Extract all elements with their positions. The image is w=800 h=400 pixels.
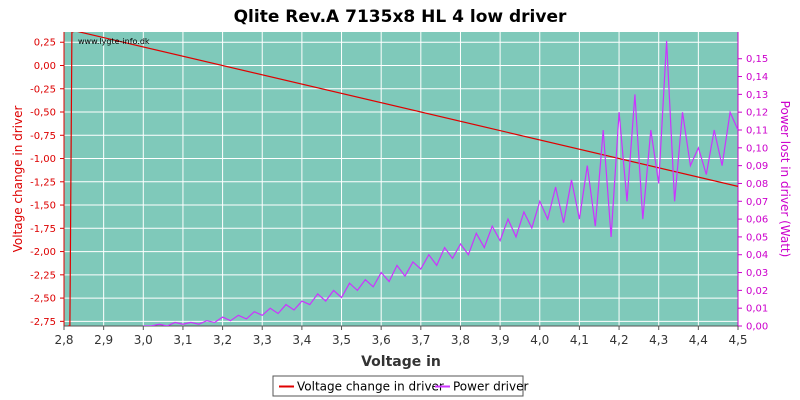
y-right-tick-label: 0,06 — [746, 215, 768, 226]
legend-label-power: Power driver — [453, 380, 528, 394]
y-left-tick-label: -1,00 — [30, 154, 56, 165]
series-power-driver-line — [143, 40, 738, 326]
y-right-tick-label: 0,09 — [746, 161, 768, 172]
y-axis-right-label: Power lost in driver (Watt) — [778, 101, 792, 258]
x-tick-label: 3,0 — [134, 333, 153, 347]
y-right-tick-label: 0,11 — [746, 126, 768, 137]
plot-area — [64, 32, 738, 326]
x-tick-label: 4,2 — [610, 333, 629, 347]
y-left-tick-label: -2,50 — [30, 294, 56, 305]
x-tick-label: 3,9 — [491, 333, 510, 347]
y-right-tick-label: 0,13 — [746, 90, 768, 101]
x-tick-label: 3,7 — [411, 333, 430, 347]
y-right-tick-label: 0,04 — [746, 250, 768, 261]
x-tick-label: 3,3 — [253, 333, 272, 347]
x-tick-label: 2,8 — [54, 333, 73, 347]
y-right-tick-label: 0,02 — [746, 286, 768, 297]
y-axis-left-label: Voltage change in driver — [11, 106, 25, 253]
x-tick-label: 4,1 — [570, 333, 589, 347]
y-right-tick-label: 0,07 — [746, 197, 768, 208]
y-left-tick-label: -2,25 — [30, 270, 56, 281]
y-right-tick-label: 0,08 — [746, 179, 768, 190]
chart-title: Qlite Rev.A 7135x8 HL 4 low driver — [234, 7, 567, 27]
x-tick-label: 3,6 — [372, 333, 391, 347]
right-axis-ticks: 0,00 0,01 0,02 0,03 0,04 0,05 0,06 0,07 0,08 0,09… — [737, 32, 768, 333]
left-axis-ticks: 0,25 0,00 -0,25 -0,50 -0,75 -1,00 -1,25 -1,50 -1… — [30, 32, 65, 328]
legend-box — [272, 375, 524, 397]
y-left-tick-label: -0,50 — [30, 108, 56, 119]
y-right-tick-label: 0,10 — [746, 143, 768, 154]
y-right-tick-label: 0,05 — [746, 232, 768, 243]
x-tick-label: 4,3 — [649, 333, 668, 347]
x-tick-label: 3,1 — [173, 333, 192, 347]
y-right-tick-label: 0,15 — [746, 54, 768, 65]
series-layer — [68, 32, 738, 326]
series-voltage-change-line — [68, 32, 738, 326]
x-tick-label: 4,0 — [530, 333, 549, 347]
legend: Voltage change in driver Power driver — [272, 375, 528, 397]
y-right-tick-label: 0,14 — [746, 72, 768, 83]
legend-label-voltage: Voltage change in driver — [297, 380, 444, 394]
x-axis-label: Voltage in — [361, 354, 441, 370]
y-left-tick-label: -1,50 — [30, 201, 56, 212]
x-tick-label: 3,8 — [451, 333, 470, 347]
watermark: www.lygte-info.dk — [78, 37, 150, 46]
y-right-tick-label: 0,03 — [746, 268, 768, 279]
y-left-tick-label: -2,00 — [30, 247, 56, 258]
x-tick-label: 2,9 — [94, 333, 113, 347]
y-right-tick-label: 0,00 — [746, 322, 768, 333]
y-right-tick-label: 0,01 — [746, 304, 768, 315]
x-tick-label: 4,5 — [728, 333, 747, 347]
y-left-tick-label: -0,75 — [30, 131, 56, 142]
x-tick-label: 3,2 — [213, 333, 232, 347]
x-axis-ticks: 2,8 2,9 3,0 3,1 3,2 3,3 3,4 3,5 3,6 3,7 3,8 3,9 4,0 4… — [54, 325, 748, 347]
y-left-tick-label: -0,25 — [30, 84, 56, 95]
grid — [63, 32, 739, 326]
y-left-tick-label: -2,75 — [30, 317, 56, 328]
x-tick-label: 4,4 — [689, 333, 708, 347]
y-left-tick-label: 0,00 — [34, 61, 56, 72]
y-right-tick-label: 0,12 — [746, 108, 768, 119]
x-tick-label: 3,4 — [292, 333, 311, 347]
x-tick-label: 3,5 — [332, 333, 351, 347]
y-left-tick-label: -1,25 — [30, 177, 56, 188]
y-left-tick-label: -1,75 — [30, 224, 56, 235]
y-left-tick-label: 0,25 — [34, 38, 56, 49]
